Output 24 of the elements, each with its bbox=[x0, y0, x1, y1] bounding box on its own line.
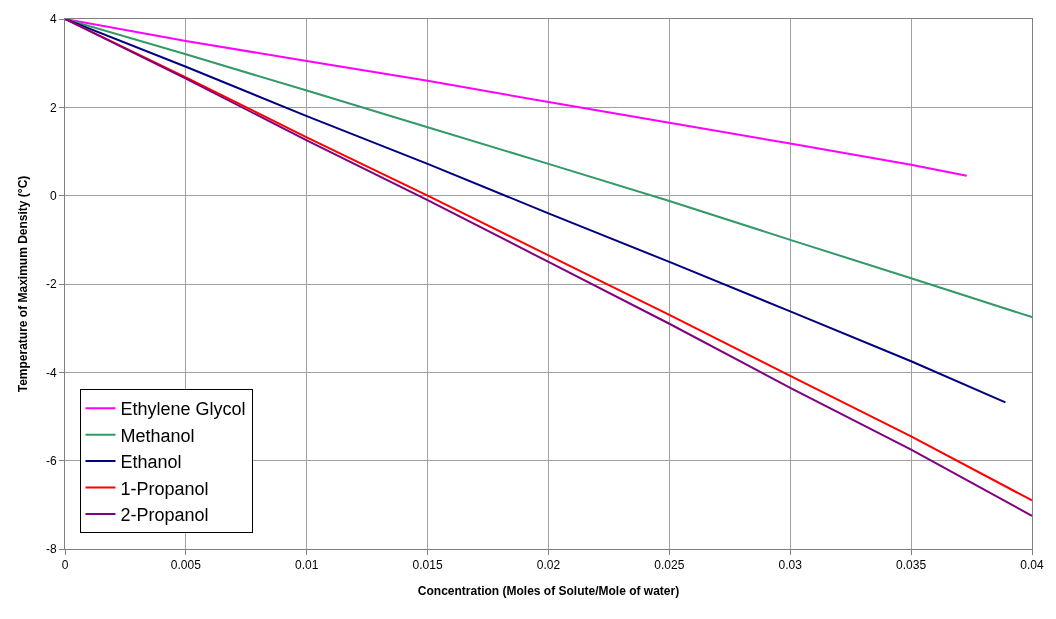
x-tick-label: 0.01 bbox=[295, 558, 319, 573]
y-axis-title: Temperature of Maximum Density (°C) bbox=[16, 175, 31, 393]
x-tick-label: 0.02 bbox=[536, 558, 561, 573]
y-tick-label: -8 bbox=[45, 542, 57, 557]
x-axis-title: Concentration (Moles of Solute/Mole of water) bbox=[417, 584, 680, 599]
y-tick-label: 0 bbox=[49, 188, 57, 203]
legend-label: 1-Propanol bbox=[120, 478, 209, 499]
legend-label: 2-Propanol bbox=[120, 504, 209, 525]
y-tick-label: 2 bbox=[49, 100, 57, 115]
x-tick-label: 0.03 bbox=[778, 558, 803, 573]
legend-label: Ethanol bbox=[120, 452, 182, 473]
x-tick-label: 0.025 bbox=[654, 558, 685, 573]
line-series bbox=[65, 19, 1007, 404]
y-tick-label: -4 bbox=[45, 365, 57, 380]
legend-label: Methanol bbox=[120, 425, 195, 446]
x-tick-label: 0.04 bbox=[1020, 558, 1044, 573]
x-tick-label: 0.015 bbox=[412, 558, 443, 573]
y-tick-label: 4 bbox=[49, 12, 57, 27]
y-tick-label: -6 bbox=[45, 453, 57, 468]
y-tick-label: -2 bbox=[45, 277, 57, 292]
x-tick-label: 0.005 bbox=[170, 558, 202, 573]
legend-label: Ethylene Glycol bbox=[120, 399, 246, 420]
x-tick-label: 0.035 bbox=[896, 558, 927, 573]
x-tick-label: 0 bbox=[61, 558, 69, 573]
